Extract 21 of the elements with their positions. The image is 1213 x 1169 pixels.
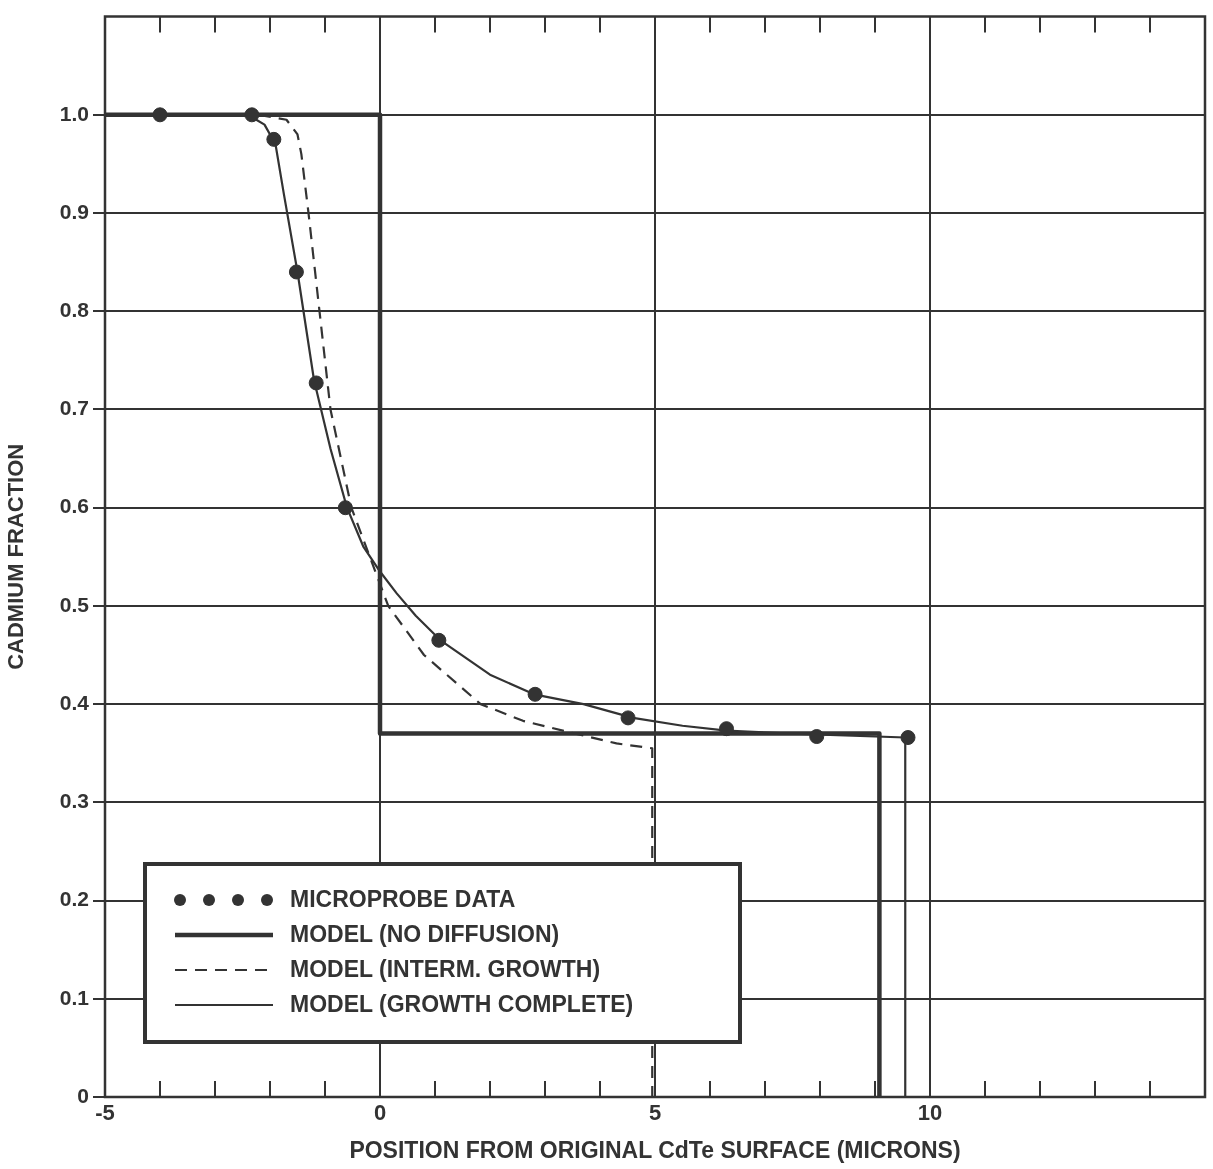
- y-tick-label: 0.3: [59, 789, 89, 813]
- legend-label: MODEL (NO DIFFUSION): [290, 921, 560, 948]
- y-tick-label: 0.4: [59, 690, 90, 714]
- x-axis-title: POSITION FROM ORIGINAL CdTe SURFACE (MICRONS): [349, 1136, 961, 1163]
- y-tick-label: 0.8: [59, 298, 90, 322]
- y-axis-title: CADMIUM FRACTION: [3, 443, 29, 670]
- y-tick-label: 0.2: [59, 887, 89, 911]
- y-tick-label: 0.7: [59, 396, 89, 420]
- x-tick-label: 10: [917, 1100, 943, 1126]
- legend-label: MODEL (GROWTH COMPLETE): [290, 991, 634, 1018]
- legend-label: MICROPROBE DATA: [290, 886, 516, 913]
- x-tick-label: 0: [373, 1100, 387, 1126]
- y-tick-label: 0.1: [59, 985, 90, 1009]
- x-tick-label: 5: [648, 1100, 662, 1126]
- y-tick-label: 0.9: [59, 199, 89, 223]
- y-tick-label: 1.0: [59, 101, 89, 125]
- x-tick-label: -5: [95, 1100, 115, 1126]
- y-tick-label: 0.6: [59, 494, 89, 518]
- y-tick-label: 0.5: [59, 592, 90, 616]
- y-tick-label: 0: [77, 1083, 89, 1107]
- legend-label: MODEL (INTERM. GROWTH): [290, 956, 601, 983]
